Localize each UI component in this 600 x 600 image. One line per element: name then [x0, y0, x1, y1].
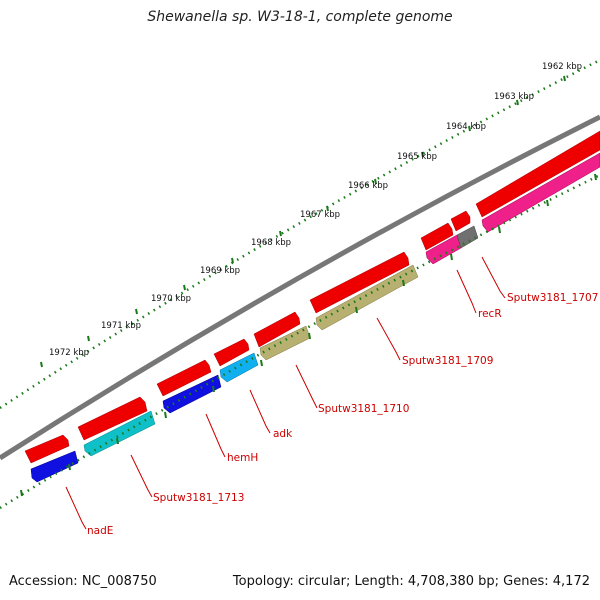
- ruler-tick: [450, 253, 453, 261]
- gene-Sputw3181_1713[interactable]: [83, 410, 156, 457]
- ruler-kbp-label: 1970 kbp: [151, 294, 191, 304]
- outer-ruler-dots: [0, 58, 600, 410]
- gene-label-adk[interactable]: adk: [273, 428, 293, 440]
- ruler-tick: [563, 75, 566, 82]
- ruler-kbp-label: 1963 kbp: [494, 92, 534, 102]
- ruler-kbp-label: 1965 kbp: [397, 152, 437, 162]
- page-title: Shewanella sp. W3-18-1, complete genome: [147, 9, 453, 25]
- gene-nadE[interactable]: [30, 450, 79, 483]
- forward-gene-feature[interactable]: [77, 396, 148, 441]
- forward-gene-feature[interactable]: [156, 359, 212, 397]
- gene-recR[interactable]: [425, 234, 462, 265]
- ruler-tick: [212, 385, 215, 393]
- ruler-tick: [374, 178, 377, 185]
- ruler-tick: [20, 489, 23, 497]
- forward-gene-feature[interactable]: [475, 130, 600, 218]
- ruler-tick: [516, 99, 519, 106]
- gene-label-recR[interactable]: recR: [478, 308, 502, 320]
- ruler-tick: [135, 308, 138, 315]
- ruler-tick: [402, 279, 405, 287]
- ruler-tick: [68, 463, 71, 471]
- gene-adk[interactable]: [219, 352, 259, 383]
- ruler-tick: [40, 361, 43, 368]
- gene-Sputw3181_1709[interactable]: [315, 264, 419, 331]
- ruler-tick: [231, 257, 234, 264]
- gene-Sputw3181_1707[interactable]: [481, 152, 600, 233]
- forward-strand-genes: [24, 130, 600, 464]
- ruler-kbp-label: 1969 kbp: [200, 266, 240, 276]
- forward-gene-feature[interactable]: [24, 434, 70, 464]
- outer-kbp-ruler: 1962 kbp 1963 kbp 1964 kbp 1965 kbp 1966 kbp…: [0, 58, 600, 410]
- ruler-tick: [421, 151, 424, 158]
- inner-ruler-ticks: [20, 173, 597, 497]
- forward-gene-feature[interactable]: [309, 251, 410, 314]
- ruler-kbp-label: 1967 kbp: [300, 210, 340, 220]
- ruler-tick: [183, 284, 186, 291]
- ruler-tick: [498, 226, 501, 234]
- ruler-kbp-label: 1968 kbp: [251, 238, 291, 248]
- ruler-tick: [279, 230, 282, 237]
- outer-ruler-ticks: [40, 75, 566, 368]
- ruler-tick: [308, 332, 311, 340]
- ruler-tick: [355, 306, 358, 314]
- ruler-kbp-label: 1962 kbp: [542, 62, 582, 72]
- ruler-tick: [546, 199, 549, 207]
- forward-gene-feature[interactable]: [450, 210, 471, 232]
- gene-labels: nadE Sputw3181_1713 hemH adk Sputw3181_1…: [87, 292, 598, 537]
- ruler-kbp-label: 1971 kbp: [101, 321, 141, 331]
- gene-label-nadE[interactable]: nadE: [87, 525, 113, 537]
- ruler-kbp-label: 1966 kbp: [348, 181, 388, 191]
- gene-leader-lines: [65, 256, 506, 530]
- forward-gene-feature[interactable]: [420, 222, 454, 251]
- gene-label-Sputw3181_1713[interactable]: Sputw3181_1713: [153, 492, 244, 504]
- accession-label: Accession: NC_008750: [9, 574, 157, 589]
- ruler-tick: [87, 335, 90, 342]
- ruler-tick: [326, 205, 329, 212]
- gene-Sputw3181_1710[interactable]: [259, 325, 311, 361]
- ruler-tick: [594, 173, 597, 181]
- ruler-tick: [116, 437, 119, 445]
- forward-gene-feature[interactable]: [253, 311, 301, 348]
- outer-ruler-labels: 1962 kbp 1963 kbp 1964 kbp 1965 kbp 1966 kbp…: [49, 62, 582, 358]
- ruler-kbp-label: 1964 kbp: [446, 122, 486, 132]
- ruler-kbp-label: 1972 kbp: [49, 348, 89, 358]
- genome-summary-label: Topology: circular; Length: 4,708,380 bp…: [232, 574, 590, 589]
- gene-label-Sputw3181_1707[interactable]: Sputw3181_1707: [507, 292, 598, 304]
- gene-label-Sputw3181_1710[interactable]: Sputw3181_1710: [318, 403, 409, 415]
- ruler-tick: [164, 411, 167, 419]
- gene-label-hemH[interactable]: hemH: [227, 452, 258, 464]
- ruler-tick: [260, 359, 263, 367]
- gene-unlabeled-gray[interactable]: [456, 225, 479, 249]
- forward-gene-feature[interactable]: [213, 338, 250, 367]
- gene-label-Sputw3181_1709[interactable]: Sputw3181_1709: [402, 355, 493, 367]
- inner-kbp-ruler: [0, 173, 600, 510]
- ruler-tick: [468, 125, 471, 132]
- reverse-strand-genes: [30, 152, 600, 483]
- genome-backbone: [0, 114, 600, 461]
